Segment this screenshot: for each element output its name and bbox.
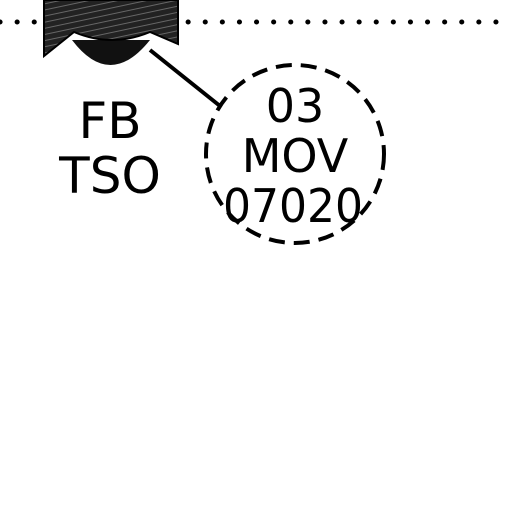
valve-label-line1: FB: [78, 92, 141, 150]
valve-body: [43, 0, 179, 59]
tag-line2: MOV: [242, 129, 349, 183]
leader-line: [148, 48, 222, 108]
tag-bubble-outline: [204, 63, 386, 245]
tag-line3: 07020: [223, 179, 363, 233]
tag-line1: 03: [266, 79, 325, 133]
valve-bottom-cap: [72, 40, 150, 65]
valve-symbol[interactable]: [43, 0, 179, 65]
valve-label: FB TSO: [58, 92, 161, 205]
valve-label-line2: TSO: [58, 147, 161, 205]
instrument-tag-bubble[interactable]: 03 MOV 07020: [204, 63, 386, 245]
